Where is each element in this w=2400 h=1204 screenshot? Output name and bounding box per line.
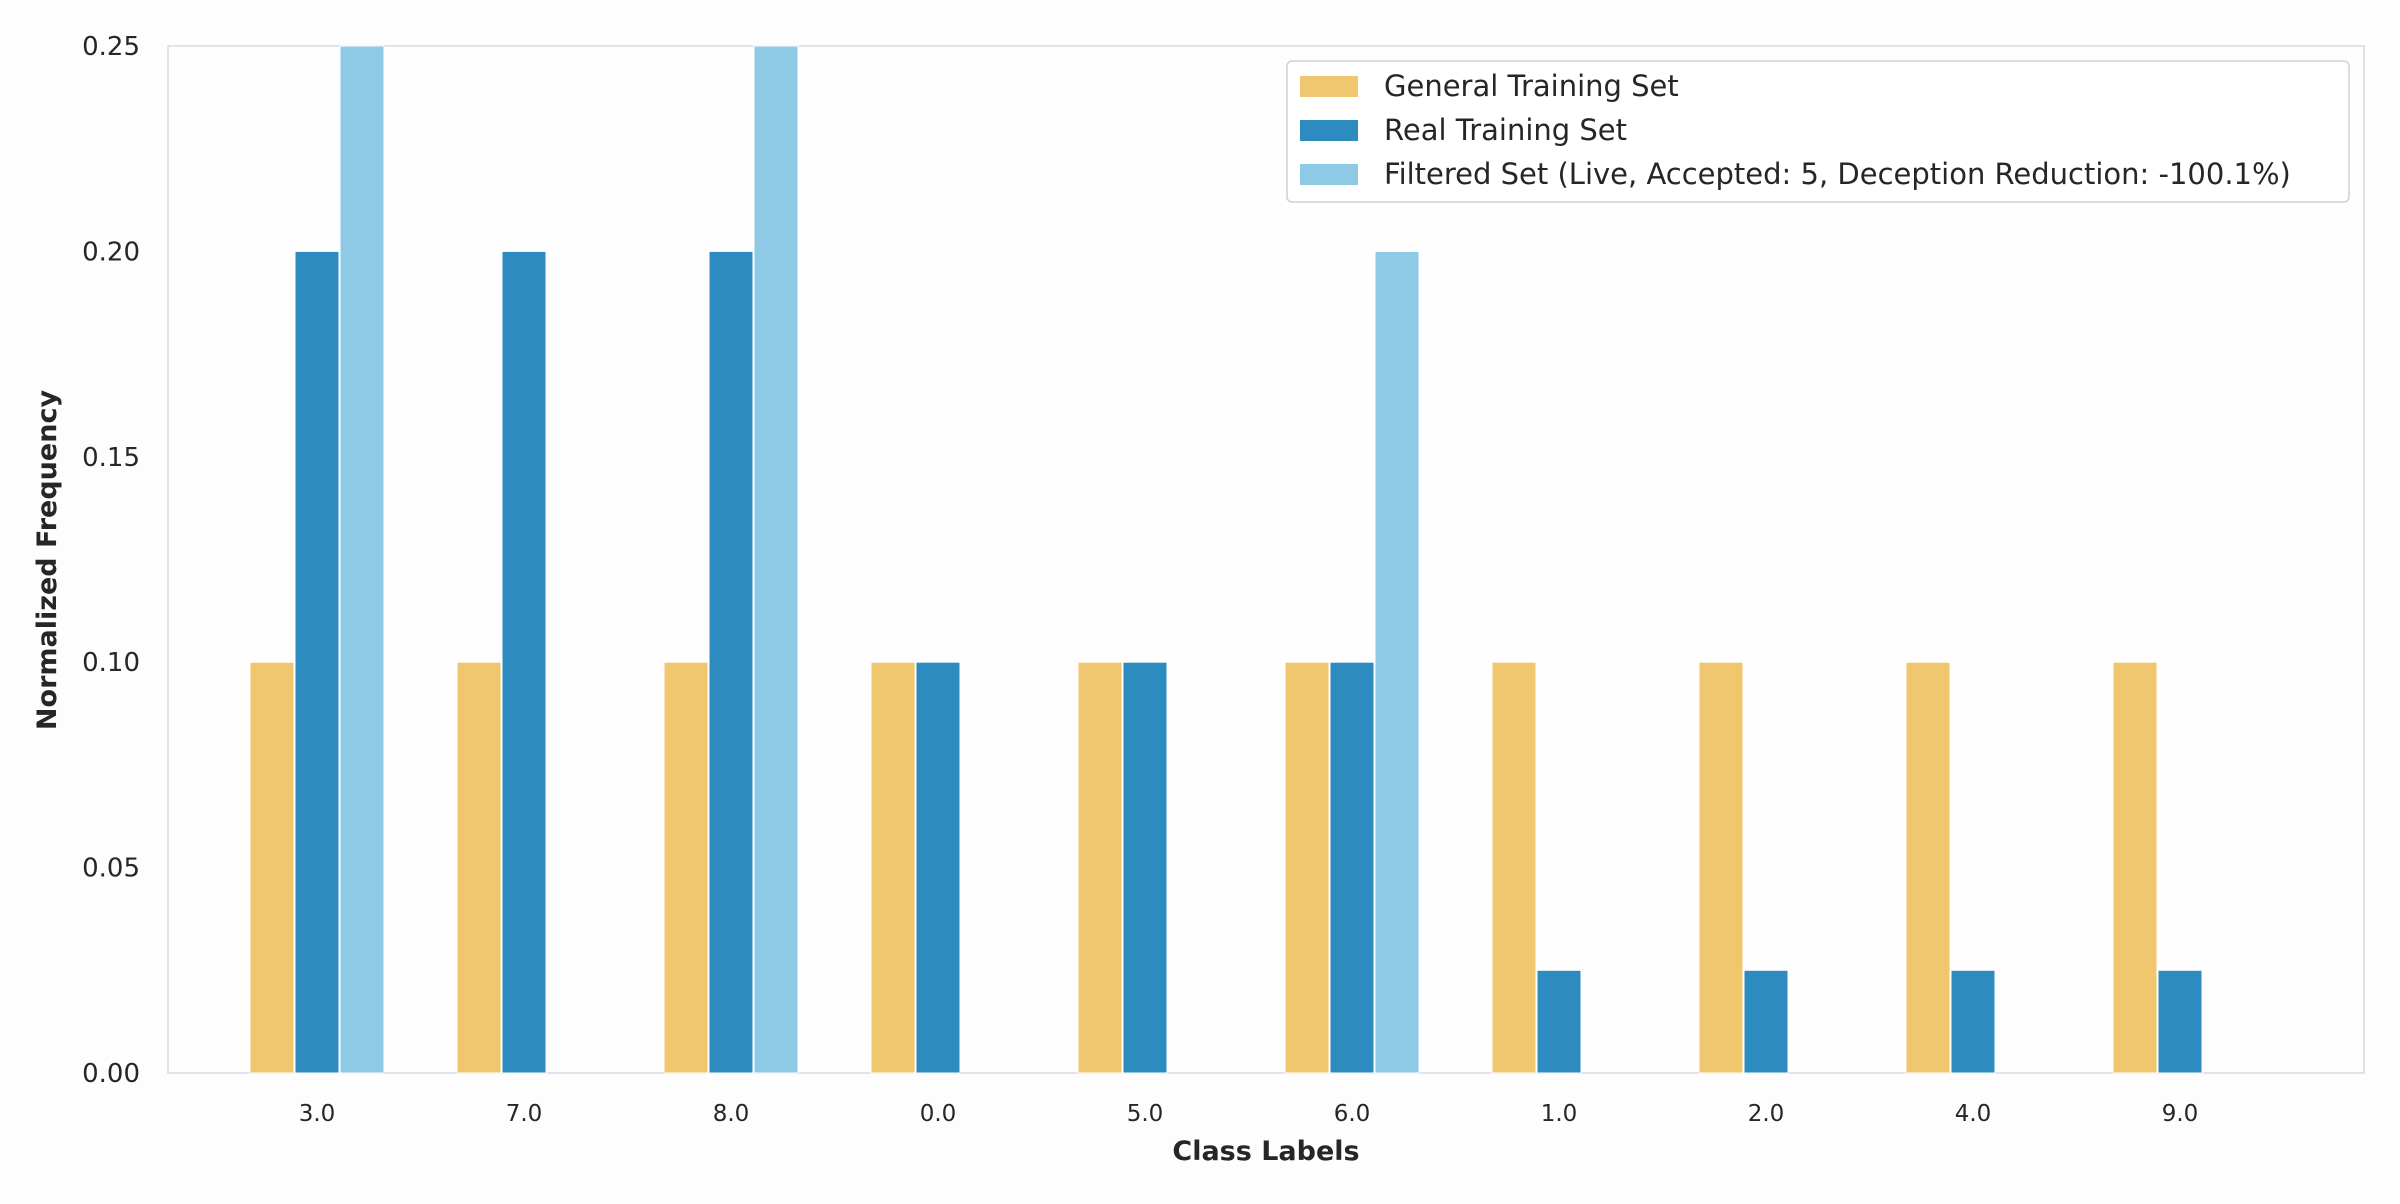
bar-real-8.0 xyxy=(708,250,754,1074)
bar-filtered-3.0 xyxy=(339,45,385,1074)
bar-real-0.0 xyxy=(915,661,961,1074)
legend-frame xyxy=(1286,60,2350,203)
bar-real-6.0 xyxy=(1329,661,1375,1074)
y-tick-label: 0.00 xyxy=(82,1059,140,1089)
y-tick-label: 0.10 xyxy=(82,648,140,678)
bar-real-7.0 xyxy=(501,250,547,1074)
bar-general-7.0 xyxy=(456,661,502,1074)
legend: General Training Set Real Training Set Fil… xyxy=(1286,60,2350,203)
bar-filtered-8.0 xyxy=(753,45,799,1074)
legend-items: General Training Set Real Training Set Fil… xyxy=(1300,69,2291,191)
legend-swatch xyxy=(1300,120,1358,141)
bars-layer xyxy=(249,45,2203,1074)
x-tick-label: 5.0 xyxy=(1127,1101,1164,1127)
bar-real-4.0 xyxy=(1950,969,1996,1074)
x-tick-label: 7.0 xyxy=(506,1101,543,1127)
bar-general-5.0 xyxy=(1077,661,1123,1074)
legend-label: Filtered Set (Live, Accepted: 5, Decepti… xyxy=(1384,157,2291,191)
y-tick-label: 0.20 xyxy=(82,237,140,267)
y-tick-label: 0.25 xyxy=(82,32,140,62)
x-tick-label: 2.0 xyxy=(1748,1101,1785,1127)
y-axis-title: Normalized Frequency xyxy=(32,390,63,731)
bar-real-9.0 xyxy=(2157,969,2203,1074)
x-tick-label: 1.0 xyxy=(1541,1101,1578,1127)
bar-general-0.0 xyxy=(870,661,916,1074)
bar-general-3.0 xyxy=(249,661,295,1074)
legend-swatch xyxy=(1300,76,1358,97)
x-tick-label: 0.0 xyxy=(920,1101,957,1127)
bar-general-4.0 xyxy=(1905,661,1951,1074)
y-tick-label: 0.05 xyxy=(82,854,140,884)
bar-general-8.0 xyxy=(663,661,709,1074)
bar-real-5.0 xyxy=(1122,661,1168,1074)
bar-general-9.0 xyxy=(2112,661,2158,1074)
bar-real-1.0 xyxy=(1536,969,1582,1074)
bar-general-1.0 xyxy=(1491,661,1537,1074)
legend-label: Real Training Set xyxy=(1384,113,1627,147)
bar-general-6.0 xyxy=(1284,661,1330,1074)
legend-swatch xyxy=(1300,164,1358,185)
legend-label: General Training Set xyxy=(1384,69,1679,103)
bar-filtered-6.0 xyxy=(1374,250,1420,1074)
y-tick-label: 0.15 xyxy=(82,443,140,473)
x-tick-label: 8.0 xyxy=(713,1101,750,1127)
bar-real-3.0 xyxy=(294,250,340,1074)
x-tick-label: 3.0 xyxy=(299,1101,336,1127)
x-tick-label: 9.0 xyxy=(2162,1101,2199,1127)
x-tick-label: 4.0 xyxy=(1955,1101,1992,1127)
x-tick-label: 6.0 xyxy=(1334,1101,1371,1127)
bar-real-2.0 xyxy=(1743,969,1789,1074)
y-axis-ticks: 0.00 0.05 0.10 0.15 0.20 0.25 xyxy=(82,32,140,1089)
x-axis-title: Class Labels xyxy=(1172,1136,1359,1167)
bar-general-2.0 xyxy=(1698,661,1744,1074)
x-axis-ticks: 3.0 7.0 8.0 0.0 5.0 6.0 1.0 2.0 4.0 9.0 xyxy=(299,1101,2199,1127)
